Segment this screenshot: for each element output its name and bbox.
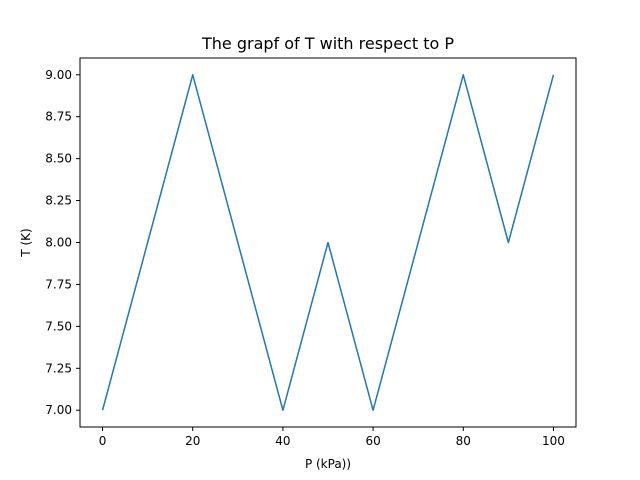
x-axis-label: P (kPa)) [305,457,351,471]
x-tick-label: 100 [542,434,565,448]
y-tick-label: 8.75 [45,110,72,124]
y-tick-label: 7.25 [45,361,72,375]
y-tick-label: 7.00 [45,403,72,417]
series-line [101,74,555,411]
plot-frame [79,57,577,428]
y-tick-label: 8.25 [45,194,72,208]
chart-title: The grapf of T with respect to P [201,34,454,53]
y-axis-ticks: 7.00 7.25 7.50 7.75 8.00 8.25 8.50 8.75 9.00 [45,68,80,417]
x-tick-label: 40 [275,434,290,448]
y-tick-label: 9.00 [45,68,72,82]
y-tick-label: 8.00 [45,236,72,250]
x-tick-label: 0 [99,434,107,448]
y-tick-label: 8.50 [45,152,72,166]
y-tick-label: 7.50 [45,319,72,333]
y-axis-label: T (K) [19,228,33,257]
series-layer [101,74,555,411]
y-tick-label: 7.75 [45,277,72,291]
x-tick-label: 60 [365,434,380,448]
x-tick-label: 20 [185,434,200,448]
x-tick-label: 80 [456,434,471,448]
x-axis-ticks: 0 20 40 60 80 100 [99,427,565,448]
